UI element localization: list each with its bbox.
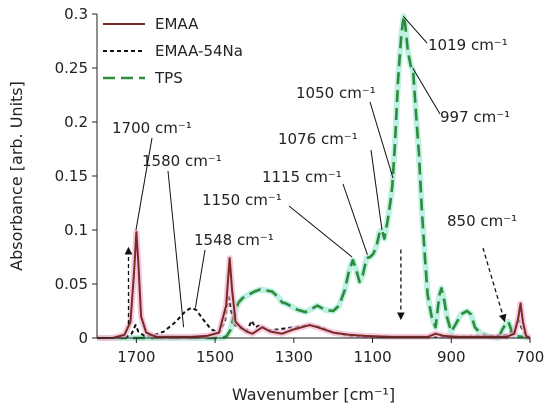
series-line-emaa-54na	[97, 293, 531, 339]
peak-annotation: 1548 cm⁻¹	[194, 231, 274, 249]
x-tick-label: 1300	[275, 348, 313, 366]
annotation-leader	[342, 183, 368, 256]
y-tick-label: 0.2	[64, 113, 88, 131]
series-glow-emaa	[97, 229, 532, 341]
peak-annotation: 850 cm⁻¹	[447, 212, 517, 230]
peak-annotation: 997 cm⁻¹	[440, 108, 510, 126]
x-tick-label: 700	[516, 348, 545, 366]
peak-annotation: 1050 cm⁻¹	[296, 84, 376, 102]
y-tick-label: 0.3	[64, 5, 88, 23]
y-tick-label: 0.25	[55, 59, 88, 77]
x-tick-label: 1700	[117, 348, 155, 366]
y-tick-label: 0.05	[55, 275, 88, 293]
axes: 1700 1500 1300 1100 900 700 0 0.05 0.1 0.15 0.2 0.2…	[7, 5, 544, 404]
annotation-leader	[402, 15, 428, 44]
peak-annotation: 1076 cm⁻¹	[278, 130, 358, 148]
annotation-leader	[369, 101, 394, 179]
annotation-leader	[412, 67, 441, 115]
legend-label-emaa: EMAA	[155, 15, 199, 33]
series-line-tps	[97, 14, 531, 340]
annotation-leader	[167, 170, 185, 328]
x-tick-label: 900	[437, 348, 466, 366]
legend: EMAA EMAA-54Na TPS	[103, 15, 243, 87]
y-tick-label: 0	[78, 329, 88, 347]
y-tick-label: 0.15	[55, 167, 88, 185]
peak-annotation: 1019 cm⁻¹	[428, 36, 508, 54]
y-tick-label: 0.1	[64, 221, 88, 239]
series-line-emaa	[97, 231, 531, 339]
x-tick-label: 1500	[196, 348, 234, 366]
series-layer	[97, 13, 532, 341]
x-axis-title: Wavenumber [cm⁻¹]	[232, 385, 395, 404]
annotations: 1700 cm⁻¹ 1580 cm⁻¹ 1548 cm⁻¹ 1150 cm⁻¹ 1115…	[112, 15, 517, 328]
legend-label-tps: TPS	[154, 69, 183, 87]
peak-annotation: 1115 cm⁻¹	[262, 168, 342, 186]
annotation-leader	[135, 137, 153, 231]
peak-annotation: 1700 cm⁻¹	[112, 119, 192, 137]
legend-label-emaa-54na: EMAA-54Na	[155, 42, 243, 60]
peak-850-arrow	[482, 247, 507, 323]
annotation-leader	[288, 205, 353, 258]
annotation-leader	[370, 149, 383, 231]
x-tick-label: 1100	[353, 348, 391, 366]
peak-annotation: 1580 cm⁻¹	[142, 152, 222, 170]
peak-annotation: 1150 cm⁻¹	[202, 191, 282, 209]
annotation-leader	[194, 249, 206, 308]
y-axis-title: Absorbance [arb. Units]	[7, 81, 26, 271]
